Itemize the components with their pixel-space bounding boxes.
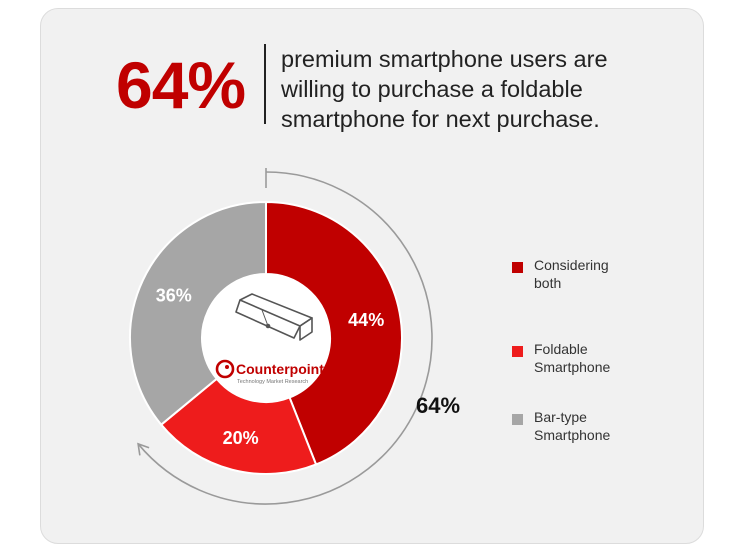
slice-labels: 44% 20% 36%	[156, 286, 385, 448]
headline-text: premium smartphone users are willing to …	[281, 44, 681, 134]
donut-slices	[129, 200, 403, 475]
brand-tagline: Technology Market Research	[237, 379, 308, 385]
legend-label-line-1: Bar-type	[534, 409, 587, 425]
headline-divider	[264, 44, 266, 124]
donut-slice-bar-type-smartphone	[129, 200, 267, 427]
slice-label: 44%	[348, 310, 384, 330]
bracket-arc-line	[137, 171, 433, 505]
legend-swatch	[512, 262, 523, 273]
legend-swatch	[512, 346, 523, 357]
brand-name: Counterpoint	[236, 361, 324, 377]
legend-label: Foldable Smartphone	[534, 340, 674, 376]
bracket-label: 64%	[416, 393, 460, 418]
legend-label-line-2: Smartphone	[534, 427, 611, 443]
donut-slice-considering-both	[265, 200, 403, 466]
bracket-arrow-icon	[137, 442, 150, 456]
headline-line-2: willing to purchase a foldable	[281, 76, 583, 102]
legend-label-line-2: both	[534, 275, 562, 291]
foldable-phone-icon	[235, 293, 313, 341]
headline-stat: 64%	[116, 48, 246, 122]
legend-label-line-1: Foldable	[534, 341, 588, 357]
legend-swatch	[512, 414, 523, 425]
counterpoint-logo: Counterpoint Technology Market Research	[215, 359, 324, 385]
slice-label: 20%	[223, 428, 259, 448]
counterpoint-logo-icon	[215, 359, 235, 379]
legend-label-line-2: Smartphone	[534, 359, 611, 375]
legend-label: Considering both	[534, 256, 674, 292]
headline-line-1: premium smartphone users are	[281, 46, 608, 72]
legend-label: Bar-type Smartphone	[534, 408, 674, 444]
legend-label-line-1: Considering	[534, 257, 609, 273]
bracket-arc: 64%	[137, 168, 460, 505]
slice-label: 36%	[156, 286, 192, 306]
headline-line-3: smartphone for next purchase.	[281, 106, 600, 132]
